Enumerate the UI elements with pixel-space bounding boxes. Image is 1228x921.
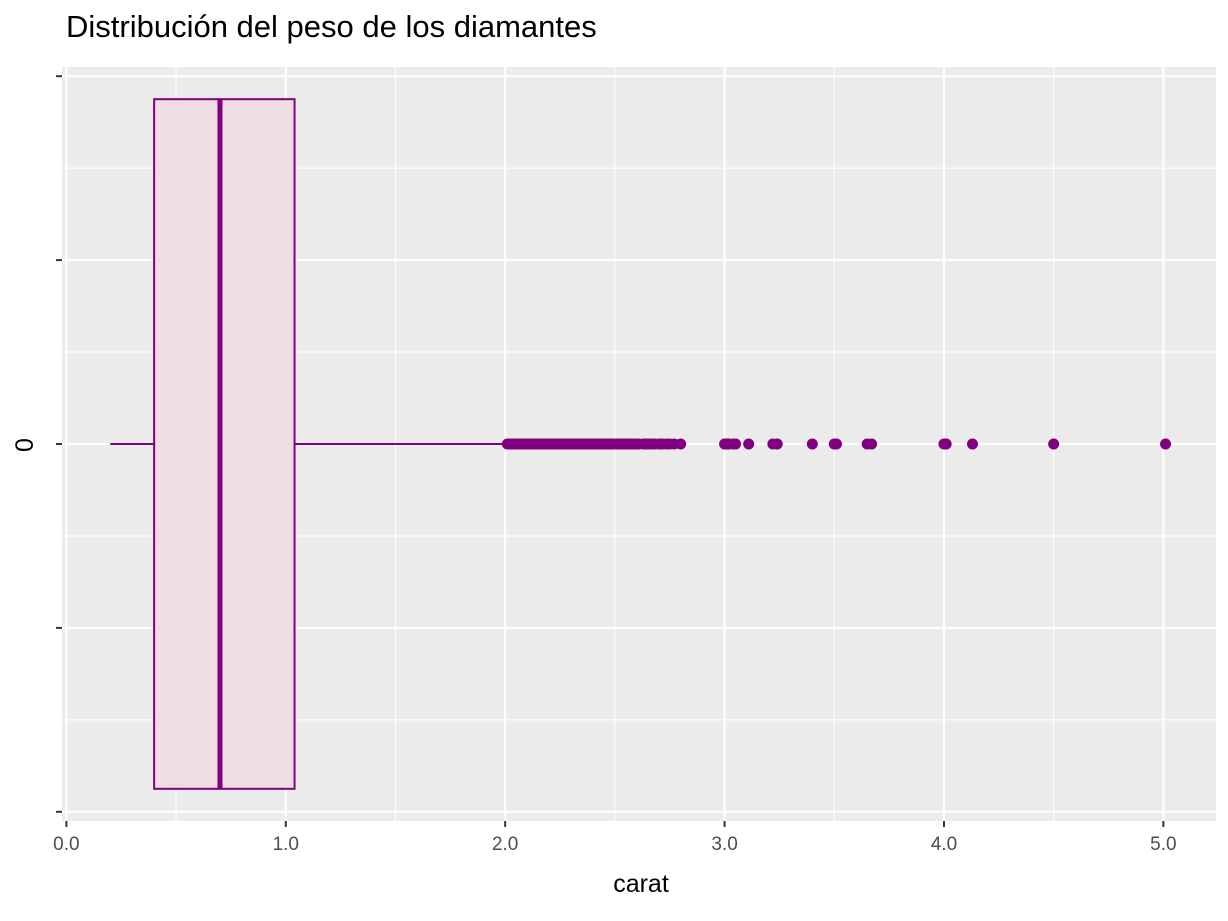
x-axis: 0.0 1.0 2.0 3.0 4.0 5.0 <box>53 821 1177 855</box>
y-axis-title: 0 <box>11 438 39 452</box>
outlier-point <box>730 438 742 450</box>
x-tick-label: 4.0 <box>931 834 957 855</box>
outlier-point <box>771 438 783 450</box>
interquartile-box <box>153 98 296 790</box>
x-tick-label: 1.0 <box>273 834 299 855</box>
x-axis-title: carat <box>613 870 669 898</box>
outlier-point <box>806 438 818 450</box>
x-tick-label: 5.0 <box>1150 834 1176 855</box>
outlier-point <box>830 438 842 450</box>
outlier-point <box>940 438 952 450</box>
x-tick-label: 2.0 <box>492 834 518 855</box>
chart-title: Distribución del peso de los diamantes <box>66 9 597 44</box>
outlier-points <box>501 438 1172 450</box>
x-tick-label: 3.0 <box>711 834 737 855</box>
outlier-point <box>866 438 878 450</box>
y-axis <box>56 75 62 813</box>
outlier-point <box>1048 438 1060 450</box>
outlier-point <box>966 438 978 450</box>
outlier-point <box>743 438 755 450</box>
x-tick-label: 0.0 <box>53 834 79 855</box>
boxplot-layer <box>110 98 506 790</box>
outlier-point <box>1160 438 1172 450</box>
outlier-point <box>675 438 687 450</box>
